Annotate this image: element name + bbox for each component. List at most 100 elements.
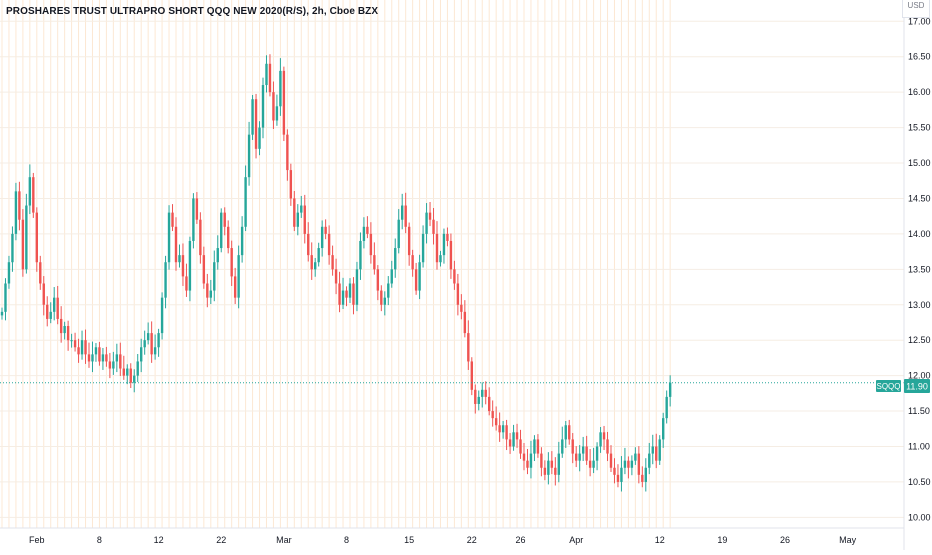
- price-tick-label: 10.00: [908, 512, 931, 522]
- candle-body: [498, 425, 501, 433]
- candle-body: [213, 262, 216, 291]
- candle-body: [637, 453, 641, 475]
- candle-body: [327, 233, 331, 256]
- candle-body: [119, 354, 122, 369]
- price-tick-label: 11.50: [908, 406, 930, 416]
- candle-body: [25, 205, 28, 270]
- price-axis[interactable]: 10.00 10.50 11.00 11.50 12.00 12.50 13.00 13.50…: [908, 16, 931, 522]
- candle-body: [505, 425, 508, 440]
- candle-body: [338, 283, 341, 305]
- candle-body: [150, 333, 153, 355]
- time-axis[interactable]: Feb 8 12 22 Mar 8 15 22 26 Apr 12 19 26 May: [29, 535, 857, 545]
- last-price-value: 11.90: [906, 382, 928, 392]
- candle-body: [481, 389, 484, 397]
- candle-body: [641, 474, 644, 482]
- time-tick-label: 12: [154, 535, 164, 545]
- candle-body: [620, 467, 623, 482]
- candle-body: [230, 248, 233, 277]
- candle-body: [108, 361, 112, 369]
- candle-body: [77, 347, 80, 355]
- time-tick-label: Feb: [29, 535, 45, 545]
- candle-body: [380, 290, 383, 305]
- candle-body: [488, 396, 491, 412]
- candle-body: [460, 304, 463, 312]
- time-tick-label: 19: [717, 535, 727, 545]
- candle-body: [630, 460, 634, 468]
- candle-body: [35, 212, 38, 263]
- chart-title: PROSHARES TRUST ULTRAPRO SHORT QQQ NEW 2…: [6, 6, 379, 17]
- time-tick-label: 22: [467, 535, 477, 545]
- candle-body: [153, 347, 157, 355]
- time-tick-label: Mar: [276, 535, 292, 545]
- candle-body: [261, 85, 265, 128]
- candle-body: [418, 262, 421, 291]
- candle-body: [251, 99, 254, 135]
- candle-body: [98, 347, 101, 362]
- candle-body: [94, 347, 98, 355]
- candle-body: [140, 347, 143, 362]
- candle-body: [136, 361, 139, 376]
- candle-body: [56, 297, 59, 319]
- candle-body: [470, 361, 473, 390]
- candle-body: [494, 418, 498, 426]
- price-tick-label: 11.00: [908, 441, 930, 451]
- candle-body: [515, 432, 519, 440]
- candle-body: [536, 439, 540, 454]
- price-tick-label: 16.00: [908, 87, 931, 97]
- ticker-badge-label: SQQQ: [876, 382, 900, 391]
- time-tick-label: 15: [404, 535, 414, 545]
- candle-body: [668, 382, 672, 397]
- candle-body: [595, 446, 599, 461]
- candle-body: [129, 368, 132, 383]
- candle-body: [568, 425, 571, 440]
- candle-body: [227, 226, 230, 249]
- candle-body: [105, 354, 108, 362]
- candle-body: [491, 411, 494, 419]
- last-price-badge: [904, 379, 930, 393]
- candle-body: [300, 205, 303, 213]
- candle-body: [21, 219, 25, 270]
- candle-body: [188, 240, 192, 291]
- candle-body: [244, 177, 247, 227]
- candle-body: [70, 340, 73, 342]
- candle-body: [564, 425, 567, 440]
- candle-body: [623, 460, 627, 468]
- candle-body: [28, 177, 32, 206]
- candle-body: [665, 396, 668, 419]
- candle-body: [407, 226, 411, 256]
- candle-body: [404, 205, 407, 227]
- candle-body: [540, 453, 543, 468]
- candle-body: [209, 290, 212, 298]
- candle-body: [80, 340, 84, 355]
- time-tick-label: May: [839, 535, 857, 545]
- candle-body: [609, 453, 613, 468]
- candle-body: [14, 191, 18, 234]
- candle-body: [233, 276, 237, 298]
- candle-body: [401, 205, 404, 220]
- time-tick-label: 26: [780, 535, 790, 545]
- candle-body: [421, 233, 425, 263]
- candle-body: [585, 446, 588, 461]
- candle-body: [428, 212, 432, 220]
- candle-body: [289, 170, 293, 199]
- price-tick-label: 14.00: [908, 229, 931, 239]
- candle-body: [414, 269, 418, 291]
- candle-body: [575, 453, 578, 461]
- candle-body: [112, 361, 115, 369]
- candle-body: [463, 311, 467, 334]
- candle-body: [66, 326, 70, 341]
- candle-body: [42, 283, 45, 305]
- candles-layer: [0, 54, 672, 492]
- candle-body: [167, 212, 171, 263]
- candle-body: [310, 255, 313, 270]
- candle-body: [87, 354, 91, 362]
- candle-body: [390, 269, 393, 284]
- candle-body: [185, 276, 188, 291]
- candle-body: [439, 255, 442, 263]
- candle-body: [46, 304, 49, 319]
- candle-body: [648, 453, 651, 468]
- candle-body: [122, 368, 125, 376]
